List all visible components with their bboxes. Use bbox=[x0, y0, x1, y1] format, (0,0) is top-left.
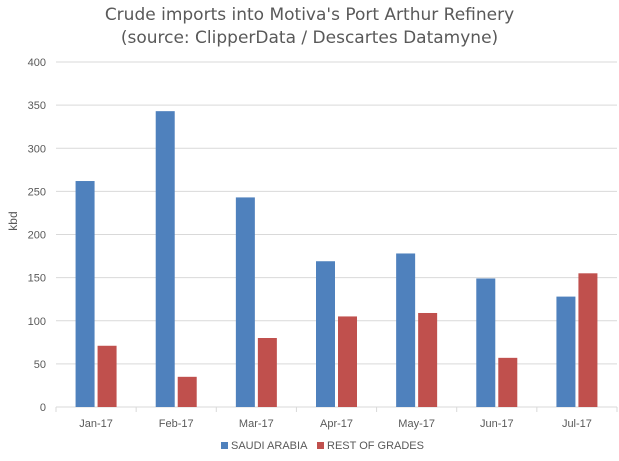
bar-saudi-arabia-apr-17 bbox=[316, 261, 335, 407]
y-tick-label: 350 bbox=[28, 100, 46, 112]
bar-saudi-arabia-mar-17 bbox=[235, 197, 255, 407]
bar-rest-of-grades-feb-17 bbox=[177, 376, 197, 407]
chart-subtitle: (source: ClipperData / Descartes Datamyn… bbox=[121, 28, 498, 48]
x-tick-label: Jan-17 bbox=[79, 418, 113, 430]
bar-rest-of-grades-apr-17 bbox=[338, 316, 357, 407]
y-tick-label: 50 bbox=[34, 359, 46, 371]
bar-layer bbox=[75, 111, 598, 407]
legend: SAUDI ARABIA REST OF GRADES bbox=[221, 440, 424, 452]
bar-rest-of-grades-jan-17 bbox=[97, 345, 117, 407]
legend-swatch-saudi-arabia bbox=[221, 442, 228, 449]
y-tick-label: 400 bbox=[28, 57, 46, 69]
y-tick-label: 200 bbox=[28, 230, 46, 242]
tick-labels: 0 50 100 150 200 250 300 350 400 Jan-17 Feb-17 Mar-… bbox=[28, 57, 592, 430]
bar-rest-of-grades-mar-17 bbox=[257, 338, 277, 407]
bar-rest-of-grades-jul-17 bbox=[578, 273, 598, 407]
chart-title: Crude imports into Motiva's Port Arthur … bbox=[105, 5, 514, 25]
legend-label-rest-of-grades: REST OF GRADES bbox=[327, 440, 424, 452]
bar-rest-of-grades-jun-17 bbox=[498, 357, 518, 407]
y-tick-label: 250 bbox=[28, 186, 46, 198]
bar-saudi-arabia-jul-17 bbox=[556, 296, 576, 407]
x-tick-label: Mar-17 bbox=[239, 418, 274, 430]
bar-saudi-arabia-jun-17 bbox=[476, 278, 496, 407]
x-tick-label: Feb-17 bbox=[159, 418, 194, 430]
x-tick-label: Apr-17 bbox=[320, 418, 353, 430]
y-axis-label: kbd bbox=[6, 211, 20, 230]
x-tick-label: Jun-17 bbox=[480, 418, 514, 430]
y-tick-label: 100 bbox=[28, 316, 46, 328]
bar-saudi-arabia-feb-17 bbox=[155, 111, 175, 407]
bar-saudi-arabia-may-17 bbox=[396, 253, 416, 407]
y-tick-label: 150 bbox=[28, 273, 46, 285]
x-tick-label: May-17 bbox=[398, 418, 435, 430]
x-tick-label: Jul-17 bbox=[562, 418, 592, 430]
grid-lines bbox=[55, 61, 618, 412]
legend-swatch-rest-of-grades bbox=[317, 442, 324, 449]
bar-saudi-arabia-jan-17 bbox=[75, 181, 95, 407]
y-tick-label: 300 bbox=[28, 143, 46, 155]
legend-label-saudi-arabia: SAUDI ARABIA bbox=[231, 440, 308, 452]
bar-rest-of-grades-may-17 bbox=[418, 312, 438, 407]
y-tick-label: 0 bbox=[40, 402, 46, 414]
